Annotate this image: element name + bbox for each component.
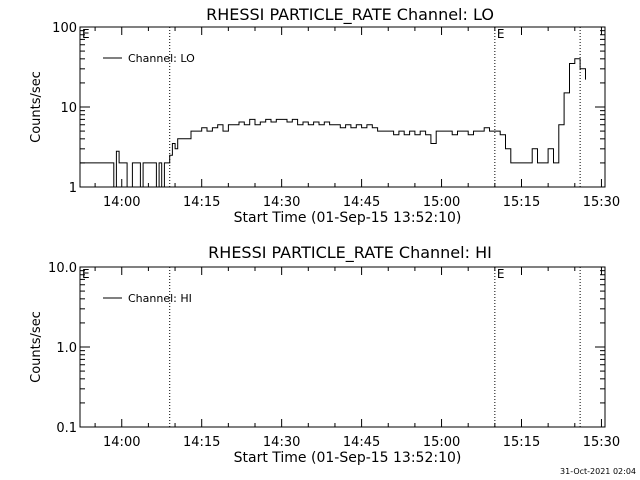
x-tick-label: 15:30: [583, 435, 620, 450]
legend-label: Channel: LO: [128, 52, 195, 65]
chart-title: RHESSI PARTICLE_RATE Channel: HI: [208, 243, 492, 263]
y-tick-label: 1: [69, 181, 77, 196]
y-tick-label: 10.0: [48, 261, 77, 276]
hi-channel-panel: RHESSI PARTICLE_RATE Channel: HI 14:00 14:…: [29, 243, 620, 466]
event-marker: E: [82, 267, 90, 281]
y-tick-label: 0.1: [56, 421, 77, 436]
x-tick-label: 14:30: [263, 435, 300, 450]
x-tick-label: 14:45: [343, 195, 380, 210]
event-marker: E: [497, 27, 505, 41]
lo-channel-panel: RHESSI PARTICLE_RATE Channel: LO 14:00 14:…: [29, 5, 620, 226]
plot-frame: [79, 266, 606, 428]
chart-title: RHESSI PARTICLE_RATE Channel: LO: [206, 5, 494, 25]
event-marker: E: [82, 27, 90, 41]
x-axis-label: Start Time (01-Sep-15 13:52:10): [234, 450, 462, 466]
x-tick-label: 14:15: [183, 195, 220, 210]
x-tick-label: 15:30: [583, 195, 620, 210]
x-tick-label: 15:00: [423, 435, 460, 450]
x-tick-label: 15:00: [423, 195, 460, 210]
x-tick-label: 14:45: [343, 435, 380, 450]
x-tick-label: 14:00: [103, 195, 140, 210]
timestamp-label: 31-Oct-2021 02:04: [560, 467, 636, 476]
legend-label: Channel: HI: [128, 292, 192, 305]
x-tick-label: 14:15: [183, 435, 220, 450]
y-axis-label: Counts/sec: [29, 311, 44, 383]
x-tick-label: 15:15: [503, 195, 540, 210]
x-tick-label: 15:15: [503, 435, 540, 450]
x-tick-label: 14:00: [103, 435, 140, 450]
event-marker: E: [497, 267, 505, 281]
y-axis-label: Counts/sec: [29, 71, 44, 143]
series-line: [80, 58, 586, 188]
y-tick-label: 1.0: [56, 341, 77, 356]
y-tick-label: 10: [60, 101, 77, 116]
x-axis-label: Start Time (01-Sep-15 13:52:10): [234, 210, 462, 226]
y-tick-label: 100: [52, 21, 77, 36]
x-tick-label: 14:30: [263, 195, 300, 210]
